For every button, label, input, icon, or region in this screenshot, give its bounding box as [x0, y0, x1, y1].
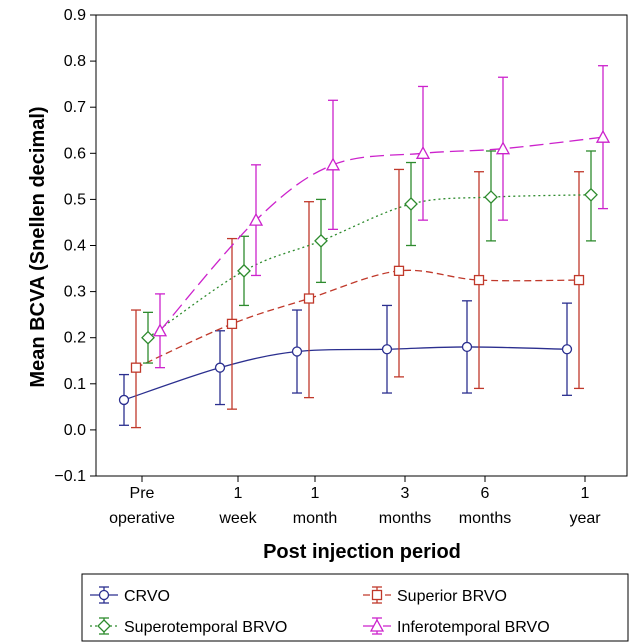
y-axis-title: Mean BCVA (Snellen decimal) — [27, 106, 49, 387]
data-point — [495, 141, 511, 155]
x-tick-label: 1 — [234, 485, 243, 502]
data-point — [393, 265, 405, 277]
x-tick-label: 1 — [311, 485, 320, 502]
data-point — [314, 233, 328, 248]
data-point — [473, 274, 485, 286]
data-point — [573, 274, 585, 286]
y-tick-label: 0.2 — [64, 330, 86, 347]
legend-item-crvo: CRVO — [90, 586, 170, 605]
series-line-inferotemporal-brvo — [159, 136, 604, 332]
legend-item-superior-brvo: Superior BRVO — [363, 586, 507, 605]
series-crvo — [118, 300, 573, 426]
x-tick-label: week — [218, 510, 257, 527]
data-point — [141, 330, 155, 345]
x-tick-label: 1 — [581, 485, 590, 502]
x-axis-title: Post injection period — [263, 541, 461, 563]
legend-label: Inferotemporal BRVO — [397, 619, 550, 636]
legend-box — [81, 573, 629, 642]
legend-marker — [98, 589, 110, 601]
plot-area: −0.1 0.0 0.1 0.2 0.3 0.4 0.5 0.6 0.7 0.8 0.9 Pre ope… — [54, 7, 628, 527]
legend-label: CRVO — [124, 588, 170, 605]
x-tick-label: month — [293, 510, 337, 527]
x-tick-label: Pre — [130, 485, 155, 502]
data-point — [595, 129, 611, 143]
legend-item-inferotemporal-brvo: Inferotemporal BRVO — [363, 617, 550, 636]
plot-frame — [95, 14, 628, 477]
data-point — [237, 263, 251, 278]
legend-item-superotemporal-brvo: Superotemporal BRVO — [90, 617, 287, 636]
legend-label: Superotemporal BRVO — [124, 619, 287, 636]
data-point — [404, 197, 418, 211]
data-point — [303, 293, 315, 304]
data-point — [461, 341, 473, 353]
y-tick-label: 0.6 — [64, 145, 86, 162]
x-tick-label: months — [459, 510, 511, 527]
data-point — [130, 362, 142, 373]
y-tick-label: 0.3 — [64, 284, 86, 301]
data-point — [561, 344, 573, 355]
x-tick-label: 6 — [481, 485, 490, 502]
y-tick-label: 0.7 — [64, 99, 86, 116]
legend-marker — [371, 589, 383, 601]
data-point — [118, 394, 130, 406]
data-point — [381, 344, 393, 355]
data-point — [226, 318, 238, 330]
legend-marker — [369, 618, 385, 632]
y-tick-label: 0.9 — [64, 7, 86, 24]
y-tick-label: −0.1 — [54, 468, 86, 485]
y-tick-label: 0.8 — [64, 53, 86, 70]
x-tick-label: 3 — [401, 485, 410, 502]
series-line-crvo — [123, 346, 568, 401]
y-tick-label: 0.0 — [64, 422, 86, 439]
data-point — [584, 187, 598, 202]
data-point — [325, 157, 341, 171]
series-line-superior-brvo — [135, 269, 580, 369]
data-point — [415, 145, 431, 159]
y-tick-label: 0.1 — [64, 376, 86, 393]
y-tick-label: 0.5 — [64, 191, 86, 208]
data-point — [152, 323, 168, 337]
legend-marker — [97, 619, 111, 633]
data-point — [484, 190, 498, 205]
legend-label: Superior BRVO — [397, 588, 507, 605]
data-point — [248, 212, 264, 226]
x-tick-label: year — [569, 510, 601, 527]
data-point — [291, 346, 303, 357]
series-inferotemporal-brvo — [152, 65, 611, 369]
data-point — [214, 362, 226, 373]
x-tick-label: months — [379, 510, 431, 527]
x-tick-label: operative — [109, 510, 175, 527]
y-tick-label: 0.4 — [64, 238, 86, 255]
series-superior-brvo — [130, 168, 585, 429]
legend: CRVO Superior BRVO Superotemporal BRVO Infe… — [81, 573, 629, 642]
series-superotemporal-brvo — [141, 150, 598, 364]
